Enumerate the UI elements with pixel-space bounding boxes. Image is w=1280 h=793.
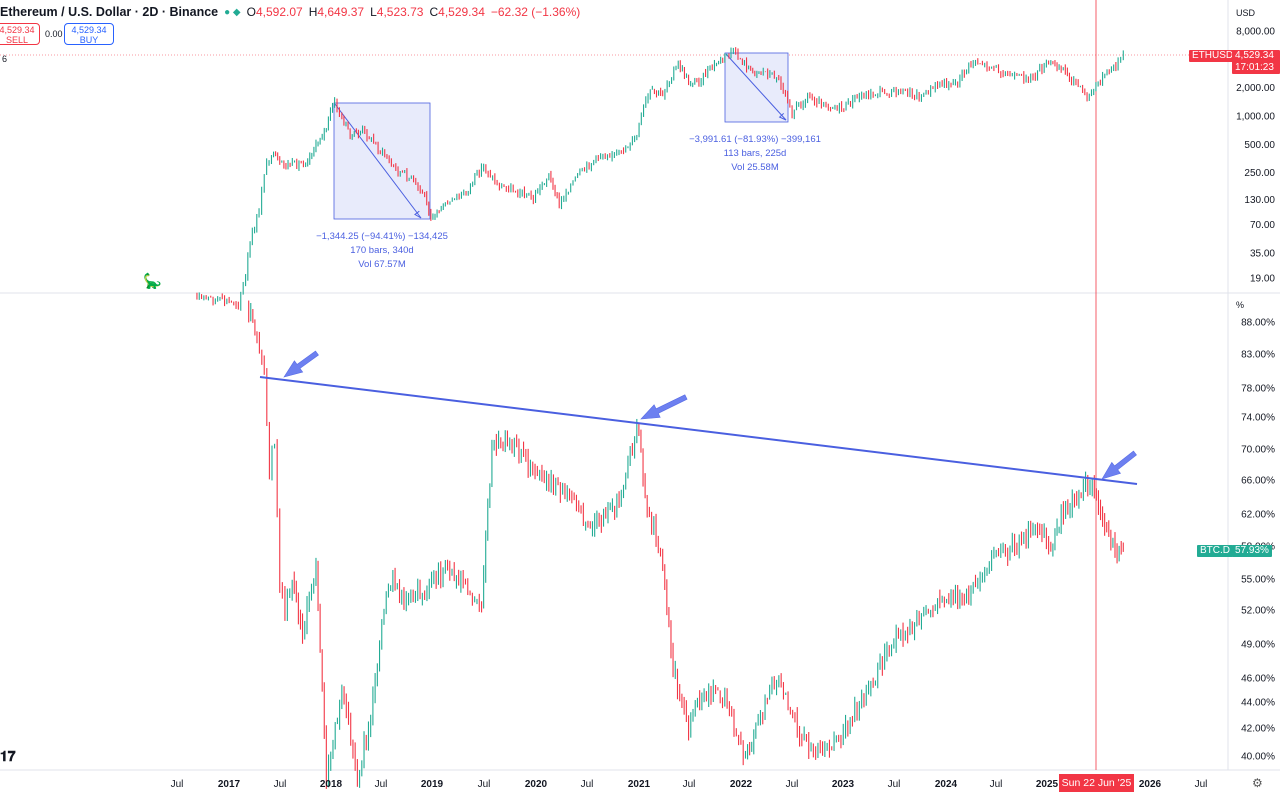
ethusd-series bbox=[196, 47, 1124, 311]
eth-y-tick-label: 35.00 bbox=[1250, 248, 1275, 259]
crosshair-time-label: Sun 22 Jun '25 bbox=[1059, 774, 1134, 792]
eth-y-tick-label: 2,000.00 bbox=[1236, 83, 1275, 94]
x-tick-label: Jul bbox=[786, 779, 799, 790]
ohlc-change: −62.32 (−1.36%) bbox=[490, 5, 581, 19]
btcd-series bbox=[248, 300, 1124, 789]
range1-arrow-head bbox=[414, 210, 422, 219]
btcd-scale-unit[interactable]: % bbox=[1236, 300, 1245, 310]
x-tick-label: 2017 bbox=[218, 779, 241, 790]
pointer-arrow-2025[interactable] bbox=[1101, 450, 1137, 480]
axes: 8,000.004,000.002,000.001,000.00500.0025… bbox=[171, 27, 1276, 790]
sell-label: SELL bbox=[5, 35, 29, 45]
ohlc-close: C4,529.34 bbox=[429, 5, 485, 19]
x-tick-label: Jul bbox=[375, 779, 388, 790]
range1-label-1: −1,344.25 (−94.41%) −134,425 bbox=[316, 231, 448, 242]
x-tick-label: 2022 bbox=[730, 779, 753, 790]
btcd-y-tick-label: 44.00% bbox=[1241, 698, 1275, 709]
ohlc-low: L4,523.73 bbox=[370, 5, 424, 19]
x-tick-label: Jul bbox=[478, 779, 491, 790]
range2-label-2: 113 bars, 225d bbox=[724, 148, 787, 159]
x-tick-label: 2020 bbox=[525, 779, 548, 790]
x-tick-label: Jul bbox=[683, 779, 696, 790]
range2-arrow bbox=[725, 53, 787, 121]
status-dots-icon: ● ◆ bbox=[224, 6, 241, 18]
x-tick-label: 2023 bbox=[832, 779, 855, 790]
spread-value: 0.00 bbox=[45, 29, 63, 39]
btcd-y-tick-label: 46.00% bbox=[1241, 674, 1275, 685]
x-tick-label: 2026 bbox=[1139, 779, 1162, 790]
price-scale-unit[interactable]: USD bbox=[1236, 8, 1256, 18]
range2-label-1: −3,991.61 (−81.93%) −399,161 bbox=[689, 134, 821, 145]
btcd-value-badge: 57.93% bbox=[1232, 545, 1272, 557]
range1-box bbox=[333, 102, 431, 220]
x-tick-label: 2019 bbox=[421, 779, 444, 790]
symbol-title[interactable]: Ethereum / U.S. Dollar · 2D · Binance bbox=[0, 5, 219, 19]
bar-countdown: 17:01:23 bbox=[1235, 62, 1274, 73]
ohlc-open: O4,592.07 bbox=[246, 5, 303, 19]
eth-y-tick-label: 1,000.00 bbox=[1236, 112, 1275, 123]
range2-arrow-head bbox=[778, 113, 787, 121]
btcd-symbol-badge: BTC.D bbox=[1197, 545, 1233, 557]
eth-y-tick-label: 8,000.00 bbox=[1236, 27, 1275, 38]
range2-label-3: Vol 25.58M bbox=[731, 162, 779, 173]
btcd-y-tick-label: 83.00% bbox=[1241, 350, 1275, 361]
btcd-trendline bbox=[259, 376, 1138, 485]
x-tick-label: 2021 bbox=[628, 779, 651, 790]
btcd-y-tick-label: 40.00% bbox=[1241, 752, 1275, 763]
indicator-count[interactable]: 6 bbox=[2, 54, 8, 64]
btcd-y-tick-label: 66.00% bbox=[1241, 476, 1275, 487]
btcd-y-tick-label: 88.00% bbox=[1241, 318, 1275, 329]
eth-y-tick-label: 500.00 bbox=[1244, 140, 1275, 151]
x-tick-label: Jul bbox=[888, 779, 901, 790]
buy-price: 4,529.34 bbox=[71, 25, 107, 35]
ethusd-price-badge: 4,529.34 17:01:23 bbox=[1232, 50, 1280, 74]
btcd-y-tick-label: 62.00% bbox=[1241, 510, 1275, 521]
eth-y-tick-label: 70.00 bbox=[1250, 220, 1275, 231]
eth-y-tick-label: 130.00 bbox=[1244, 195, 1275, 206]
measure-ranges[interactable]: −1,344.25 (−94.41%) −134,425 170 bars, 34… bbox=[316, 52, 821, 270]
btcd-y-tick-label: 52.00% bbox=[1241, 606, 1275, 617]
drawings[interactable] bbox=[259, 350, 1138, 485]
x-tick-label: Jul bbox=[171, 779, 184, 790]
settings-icon[interactable]: ⚙ bbox=[1252, 776, 1263, 790]
btcd-y-tick-label: 74.00% bbox=[1241, 413, 1275, 424]
pointer-arrow-2017[interactable] bbox=[283, 350, 319, 378]
dino-icon: 🦕 bbox=[143, 273, 162, 290]
pointer-arrow-2021[interactable] bbox=[640, 394, 688, 420]
x-tick-label: 2025 bbox=[1036, 779, 1059, 790]
x-tick-label: 2018 bbox=[320, 779, 343, 790]
ohlc-high: H4,649.37 bbox=[308, 5, 365, 19]
btcd-y-tick-label: 70.00% bbox=[1241, 445, 1275, 456]
btcd-y-tick-label: 49.00% bbox=[1241, 640, 1275, 651]
x-tick-label: Jul bbox=[990, 779, 1003, 790]
range1-label-2: 170 bars, 340d bbox=[350, 245, 413, 256]
range1-arrow bbox=[334, 103, 422, 219]
btcd-y-tick-label: 42.00% bbox=[1241, 724, 1275, 735]
tradingview-logo-icon[interactable]: 𝟏𝟕 bbox=[0, 748, 16, 764]
ethusd-symbol-badge: ETHUSD bbox=[1189, 50, 1237, 62]
sell-price: 4,529.34 bbox=[0, 25, 35, 35]
buy-button[interactable]: 4,529.34 BUY bbox=[64, 23, 114, 45]
x-tick-label: Jul bbox=[274, 779, 287, 790]
range1-label-3: Vol 67.57M bbox=[358, 259, 406, 270]
buy-label: BUY bbox=[79, 35, 99, 45]
grid-layer bbox=[0, 0, 1280, 771]
chart-header: Ethereum / U.S. Dollar · 2D · Binance ● … bbox=[0, 5, 580, 19]
eth-y-tick-label: 250.00 bbox=[1244, 168, 1275, 179]
btcd-y-tick-label: 78.00% bbox=[1241, 384, 1275, 395]
x-tick-label: Jul bbox=[1195, 779, 1208, 790]
x-tick-label: Jul bbox=[581, 779, 594, 790]
eth-y-tick-label: 19.00 bbox=[1250, 273, 1275, 284]
x-tick-label: 2024 bbox=[935, 779, 958, 790]
sell-button[interactable]: 4,529.34 SELL bbox=[0, 23, 40, 45]
btcd-y-tick-label: 55.00% bbox=[1241, 575, 1275, 586]
